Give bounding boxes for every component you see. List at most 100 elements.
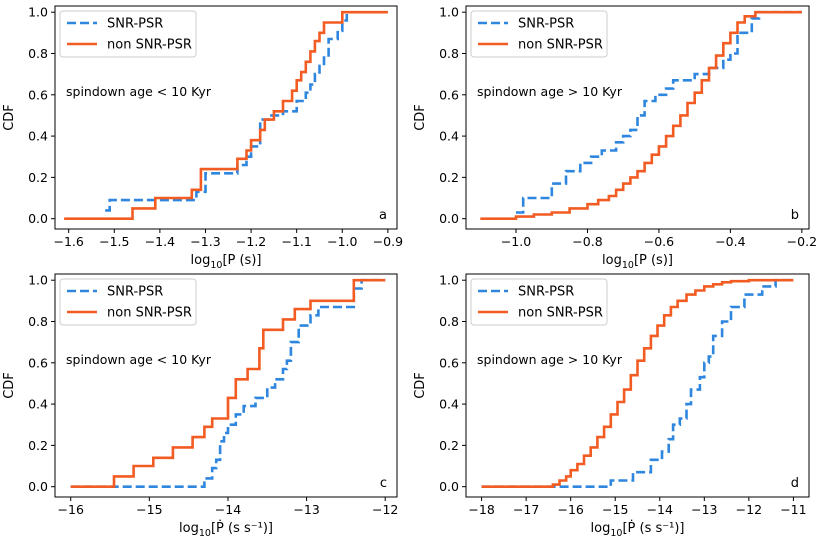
x-tick-label: −16 [58, 502, 84, 517]
y-tick-label: 1.0 [439, 5, 459, 20]
x-tick-label: −12 [736, 502, 762, 517]
chart-panel-a: −1.6 −1.5 −1.4 −1.3 −1.2 −1.1 −1.0 −0.9 0.0 0.2 0.… [2, 5, 403, 271]
x-tick-label: −1.4 [145, 234, 175, 249]
x-axis-label: log10[Ṗ (s s⁻¹)] [591, 520, 685, 539]
x-tick-label: −14 [215, 502, 241, 517]
x-axis-label-unit: [Ṗ (s s⁻¹)] [622, 520, 684, 536]
legend-label: non SNR-PSR [518, 38, 603, 53]
y-tick-label: 1.0 [439, 273, 459, 288]
x-tick-label: −15 [602, 502, 628, 517]
y-axis-label: CDF [2, 372, 17, 399]
x-axis-label-unit: [Ṗ (s s⁻¹)] [211, 520, 273, 536]
y-tick-label: 0.0 [28, 211, 48, 226]
plot-frame [54, 273, 398, 498]
x-tick-label: −0.2 [787, 234, 817, 249]
series-line-non-snr-psr [70, 278, 386, 488]
x-axis-label: log10[Ṗ (s s⁻¹)] [179, 520, 273, 539]
y-tick-label: 0.8 [28, 46, 48, 61]
y-tick-label: 0.4 [28, 397, 48, 412]
x-tick-label: −0.9 [373, 234, 403, 249]
y-tick-label: 0.2 [439, 170, 459, 185]
y-axis-label: CDF [2, 104, 17, 131]
x-axis-label-subscript: 10 [210, 260, 222, 271]
legend: SNR-PSR non SNR-PSR [59, 278, 197, 326]
legend-label: SNR-PSR [518, 17, 574, 32]
chart-panel-c: −16 −15 −14 −13 −12 0.0 0.2 0.4 0.6 0.8 1.0 CDF log1… [2, 273, 398, 539]
x-tick-label: −11 [780, 502, 806, 517]
x-tick-label: −1.3 [190, 234, 220, 249]
x-tick-label: −0.6 [644, 234, 674, 249]
x-tick-label: −1.5 [99, 234, 129, 249]
x-axis-label-unit: [P (s)] [634, 253, 673, 268]
legend-label: non SNR-PSR [107, 306, 192, 321]
x-tick-label: −13 [293, 502, 319, 517]
y-tick-label: 1.0 [28, 5, 48, 20]
legend-label: SNR-PSR [107, 17, 163, 32]
y-tick-label: 0.0 [439, 211, 459, 226]
x-tick-label: −1.2 [236, 234, 266, 249]
annotation-text: spindown age < 10 Kyr [66, 352, 212, 367]
x-axis-label: log10[P (s)] [191, 253, 262, 271]
y-tick-label: 0.4 [439, 397, 459, 412]
y-tick-label: 1.0 [28, 273, 48, 288]
x-axis-label-base: log [191, 253, 211, 268]
x-axis-label-subscript: 10 [622, 260, 634, 271]
chart-panel-d: −18 −17 −16 −15 −14 −13 −12 −11 0.0 0.2 0.4 0.6 0.8 1… [413, 273, 810, 539]
panel-letter: a [379, 208, 387, 223]
x-axis-label: log10[P (s)] [602, 253, 673, 271]
annotation-text: spindown age > 10 Kyr [477, 84, 623, 99]
y-tick-label: 0.2 [439, 438, 459, 453]
legend: SNR-PSR non SNR-PSR [470, 278, 608, 326]
series-line-snr-psr [105, 12, 349, 212]
plot-frame [465, 273, 810, 498]
panel-letter: d [791, 476, 799, 491]
y-axis-label: CDF [413, 372, 428, 399]
y-tick-label: 0.4 [439, 129, 459, 144]
series-line-snr-psr [70, 278, 386, 488]
y-tick-label: 0.6 [28, 355, 48, 370]
y-tick-label: 0.6 [28, 87, 48, 102]
legend-label: non SNR-PSR [107, 38, 192, 53]
plot-frame [465, 5, 810, 230]
x-axis-label-base: log [591, 521, 611, 536]
y-tick-label: 0.0 [28, 479, 48, 494]
x-tick-label: −13 [691, 502, 717, 517]
x-tick-label: −0.8 [572, 234, 602, 249]
series-line-non-snr-psr [481, 278, 794, 488]
series-line-non-snr-psr [64, 10, 388, 220]
legend-label: SNR-PSR [107, 285, 163, 300]
series-line-snr-psr [516, 10, 802, 214]
annotation-text: spindown age > 10 Kyr [477, 352, 623, 367]
x-tick-label: −14 [647, 502, 673, 517]
y-axis-label: CDF [413, 104, 428, 131]
plot-frame [54, 5, 398, 230]
y-tick-label: 0.4 [28, 129, 48, 144]
x-tick-label: −1.6 [54, 234, 84, 249]
x-tick-label: −17 [513, 502, 539, 517]
y-tick-label: 0.0 [439, 479, 459, 494]
series-line-snr-psr [481, 278, 794, 488]
x-tick-label: −15 [136, 502, 162, 517]
y-tick-label: 0.6 [439, 87, 459, 102]
panel-letter: b [791, 208, 799, 223]
legend: SNR-PSR non SNR-PSR [470, 10, 608, 58]
y-tick-label: 0.8 [28, 314, 48, 329]
y-tick-label: 0.8 [439, 46, 459, 61]
chart-panel-b: −1.0 −0.8 −0.6 −0.4 −0.2 0.0 0.2 0.4 0.6 0.8 1.0 CD… [413, 5, 817, 271]
legend-label: non SNR-PSR [518, 306, 603, 321]
x-tick-label: −18 [468, 502, 494, 517]
x-axis-label-subscript: 10 [199, 528, 211, 539]
legend-label: SNR-PSR [518, 285, 574, 300]
x-tick-label: −0.4 [715, 234, 745, 249]
x-axis-label-base: log [602, 253, 622, 268]
y-tick-label: 0.2 [28, 438, 48, 453]
x-tick-label: −16 [557, 502, 583, 517]
x-tick-label: −1.0 [327, 234, 357, 249]
legend: SNR-PSR non SNR-PSR [59, 10, 197, 58]
x-axis-label-unit: [P (s)] [222, 253, 261, 268]
annotation-text: spindown age < 10 Kyr [66, 84, 212, 99]
x-tick-label: −1.0 [501, 234, 531, 249]
y-tick-label: 0.2 [28, 170, 48, 185]
series-line-non-snr-psr [480, 10, 802, 220]
